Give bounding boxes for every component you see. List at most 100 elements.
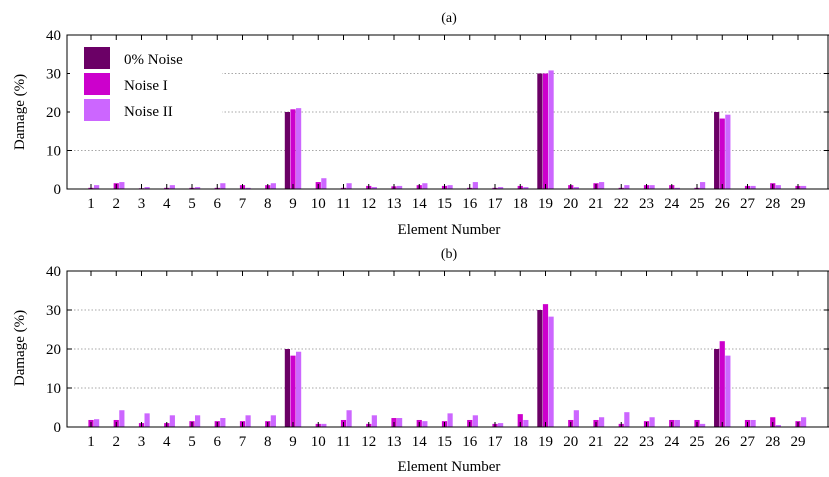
panel-a-bar-s2-e10 [321, 178, 327, 189]
panel-b-xtick-label: 21 [589, 434, 604, 450]
panel-b-xtick-label: 13 [387, 434, 402, 450]
legend: 0% Noise Noise I Noise II [70, 40, 222, 126]
panel-a-ytick-label: 10 [46, 144, 61, 160]
panel-b-xtick-label: 6 [214, 434, 222, 450]
panel-a-ytick-label: 40 [46, 28, 61, 44]
panel-a-axes-frame [66, 34, 829, 190]
panel-b-bar-s2-e12 [371, 415, 377, 427]
panel-a-bar-s2-e26 [725, 114, 731, 189]
legend-label-0: 0% Noise [124, 52, 183, 68]
panel-a-xtick-label: 8 [264, 196, 272, 212]
panel-a-xtick-label: 17 [488, 196, 504, 212]
panel-a-xtick-label: 1 [87, 196, 95, 212]
panel-b-bar-s2-e9 [296, 351, 302, 427]
panel-b: (b) Damage (%) Element Number 0 10 20 30 40 1… [12, 247, 829, 475]
panel-b-xtick-label: 12 [361, 434, 376, 450]
panel-a-ytick-label: 20 [46, 105, 61, 121]
panel-a-xtick-label: 6 [214, 196, 222, 212]
panel-a-xtick-label: 22 [614, 196, 629, 212]
panel-b-xtick-label: 28 [765, 434, 780, 450]
panel-b-ytick-label: 10 [46, 381, 61, 397]
panel-a-bar-s2-e28 [775, 185, 781, 189]
panel-a-xtick-label: 2 [113, 196, 121, 212]
panel-b-axes-frame [66, 270, 829, 428]
panel-b-title: (b) [441, 247, 458, 262]
panel-b-bar-s2-e13 [397, 418, 403, 427]
panel-b-bar-s2-e4 [169, 415, 175, 427]
panel-b-bar-s1-e18 [517, 414, 523, 427]
panel-a-bar-s0-e19 [537, 73, 543, 189]
panel-a-xtick-label: 11 [336, 196, 350, 212]
panel-a-xtick-label: 27 [740, 196, 756, 212]
panel-a-bar-s2-e21 [599, 182, 605, 189]
panel-b-xtick-label: 23 [639, 434, 654, 450]
panel-a-bar-s2-e23 [649, 185, 655, 189]
panel-a-ytick-label: 30 [46, 67, 61, 83]
panel-b-xlabel: Element Number [398, 459, 501, 475]
panel-b-bar-s2-e24 [674, 419, 680, 427]
panel-b-xtick-label: 27 [740, 434, 756, 450]
panel-a-title: (a) [441, 11, 457, 26]
panel-b-xtick-label: 24 [664, 434, 680, 450]
panel-a-bar-s1-e26 [719, 118, 725, 189]
panel-a-bar-s2-e11 [346, 183, 352, 189]
panel-a-xtick-label: 4 [163, 196, 171, 212]
panel-a-bar-s2-e2 [119, 182, 125, 189]
panel-a-bar-s2-e8 [270, 183, 276, 189]
panel-b-xtick-label: 15 [437, 434, 452, 450]
panel-b-bar-s2-e14 [422, 421, 428, 427]
panel-a-xtick-label: 5 [188, 196, 196, 212]
panel-a-xtick-label: 15 [437, 196, 452, 212]
panel-b-bar-s2-e15 [447, 413, 453, 427]
panel-a-bar-s1-e19 [542, 73, 549, 189]
legend-label-2: Noise II [124, 104, 173, 120]
panel-a-bar-s2-e27 [750, 185, 756, 189]
panel-b-bar-s2-e18 [523, 419, 529, 427]
panel-a-bar-s2-e6 [220, 183, 226, 189]
panel-a-bar-s1-e9 [290, 109, 296, 189]
panel-b-xtick-label: 9 [289, 434, 297, 450]
panel-a-bar-s2-e16 [472, 182, 478, 189]
panel-b-xtick-label: 26 [715, 434, 731, 450]
panel-a: (a) Damage (%) Element Number 0 10 20 30 40 1… [12, 11, 829, 238]
panel-b-ytick-label: 0 [54, 420, 62, 436]
panel-a-xtick-label: 19 [538, 196, 553, 212]
panel-b-xtick-label: 22 [614, 434, 629, 450]
panel-a-bar-s2-e13 [397, 185, 403, 189]
panel-a-bar-s2-e14 [422, 183, 428, 189]
panel-b-bar-s2-e5 [195, 415, 201, 427]
panel-a-xtick-label: 13 [387, 196, 402, 212]
panel-b-xtick-label: 16 [462, 434, 478, 450]
panel-a-xtick-label: 28 [765, 196, 780, 212]
panel-b-bar-s0-e26 [714, 349, 720, 427]
panel-a-bar-s2-e1 [94, 185, 100, 189]
panel-b-bar-s2-e8 [270, 415, 276, 427]
panel-b-xtick-label: 2 [113, 434, 121, 450]
panel-a-xtick-label: 14 [412, 196, 428, 212]
panel-b-bar-s2-e16 [472, 415, 478, 427]
panel-b-xtick-label: 1 [87, 434, 95, 450]
legend-swatch-2 [84, 99, 110, 121]
panel-b-ylabel: Damage (%) [12, 310, 28, 386]
panel-b-bar-s0-e19 [537, 310, 543, 427]
panel-b-xtick-label: 14 [412, 434, 428, 450]
panel-b-bar-s2-e2 [119, 410, 125, 427]
panel-a-xtick-label: 12 [361, 196, 376, 212]
panel-b-bar-s2-e19 [548, 316, 554, 427]
panel-b-bar-s1-e26 [719, 341, 725, 427]
panel-b-xtick-label: 5 [188, 434, 196, 450]
panel-a-xtick-label: 24 [664, 196, 680, 212]
panel-a-bar-s2-e17 [498, 187, 504, 189]
panel-a-xtick-label: 23 [639, 196, 654, 212]
panel-b-xtick-label: 10 [311, 434, 326, 450]
panel-a-xtick-label: 26 [715, 196, 731, 212]
panel-b-xtick-label: 3 [138, 434, 146, 450]
panel-b-ytick-label: 30 [46, 303, 61, 319]
panel-a-bar-s2-e18 [523, 187, 529, 189]
panel-a-bar-s2-e19 [548, 70, 554, 189]
panel-b-bar-s2-e27 [750, 419, 756, 427]
panel-b-xtick-label: 4 [163, 434, 171, 450]
panel-b-xtick-label: 20 [563, 434, 578, 450]
panel-b-xtick-label: 19 [538, 434, 553, 450]
